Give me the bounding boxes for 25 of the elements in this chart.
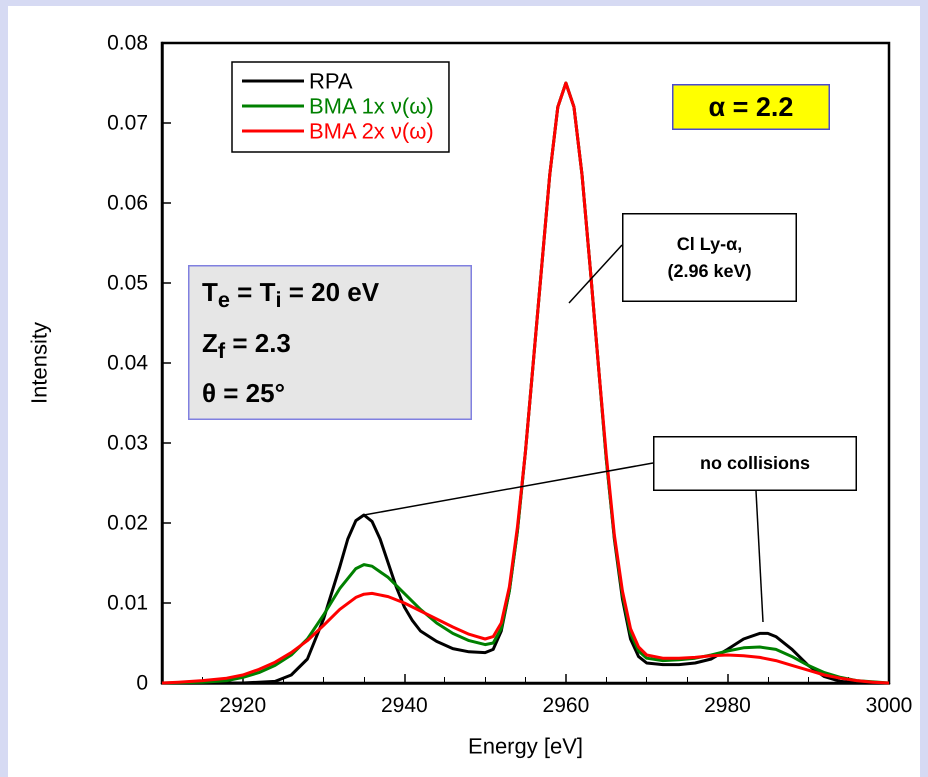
y-axis-title: Intensity (26, 322, 52, 404)
x-axis-title: Energy [eV] (468, 734, 583, 758)
x-tick-label: 2940 (380, 694, 428, 717)
y-tick-label: 0 (136, 672, 148, 694)
annotation: Z$_{f}$ = 2.3 (202, 326, 291, 365)
legend-label: BMA 1x ν(ω) (309, 94, 434, 118)
y-tick-label: 0.05 (107, 272, 148, 294)
annotation: Cl Ly-α, (2.96 keV) (667, 232, 752, 283)
y-tick-label: 0.02 (107, 512, 148, 534)
y-tick-label: 0.06 (107, 192, 148, 214)
x-tick-label: 2980 (704, 694, 751, 717)
x-tick-label: 3000 (866, 694, 912, 717)
annotation: T$_{e}$ = T$_{i}$ = 20 eV (202, 276, 380, 314)
annotation: α = 2.2 (708, 90, 794, 124)
y-tick-label: 0.07 (107, 112, 148, 134)
y-tick-label: 0.01 (107, 592, 148, 614)
legend-label: BMA 2x ν(ω) (309, 118, 434, 144)
legend-label: RPA (309, 68, 353, 94)
y-tick-label: 0.08 (107, 32, 148, 54)
y-tick-label: 0.04 (107, 352, 148, 374)
x-tick-label: 2920 (219, 694, 266, 717)
y-tick-label: 0.03 (107, 432, 148, 454)
x-tick-label: 2960 (542, 694, 590, 717)
annotation: no collisions (700, 452, 810, 475)
annotation: θ = 25° (202, 376, 286, 410)
